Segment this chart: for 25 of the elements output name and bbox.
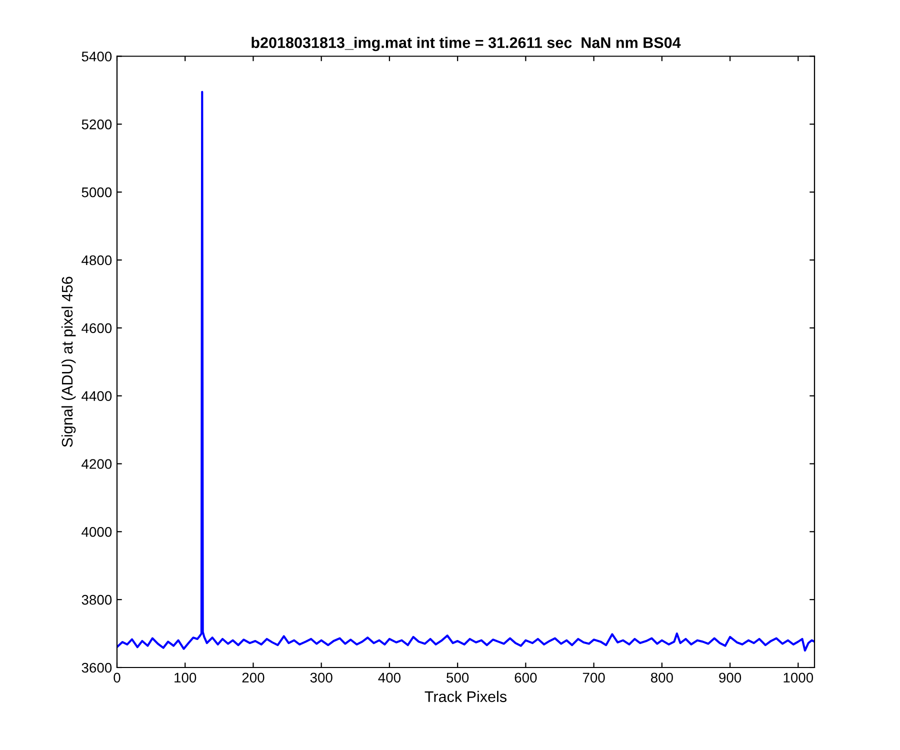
y-tick-label: 4400 [82, 391, 112, 402]
x-tick-label: 500 [446, 672, 469, 683]
line-series [117, 90, 814, 652]
x-axis-title: Track Pixels [424, 690, 507, 702]
y-tick-label: 5000 [82, 187, 112, 198]
x-tick-label: 0 [114, 672, 120, 683]
x-tick-label: 300 [310, 672, 332, 683]
y-tick-label: 4800 [82, 255, 112, 266]
y-tick-label: 3600 [82, 662, 112, 673]
x-tick-label: 900 [719, 672, 742, 683]
x-tick-label: 1000 [784, 672, 814, 683]
y-tick-label: 3800 [82, 594, 112, 605]
y-tick-label: 4600 [82, 323, 112, 334]
y-tick-label: 4000 [82, 527, 112, 537]
x-tick-label: 800 [650, 672, 673, 683]
y-tick-label: 5400 [82, 52, 112, 62]
y-axis-title: Signal (ADU) at pixel 456 [61, 276, 76, 447]
x-tick-label: 600 [514, 672, 537, 683]
x-tick-label: 100 [174, 672, 196, 683]
chart-title: b2018031813_img.mat int time = 31.2611 sec NaN nm BS04 [252, 36, 681, 52]
y-tick-label: 4200 [82, 459, 112, 469]
x-tick-label: 700 [582, 672, 605, 683]
x-tick-label: 400 [378, 672, 401, 683]
x-tick-label: 200 [242, 672, 264, 683]
y-tick-label: 5200 [82, 120, 112, 130]
